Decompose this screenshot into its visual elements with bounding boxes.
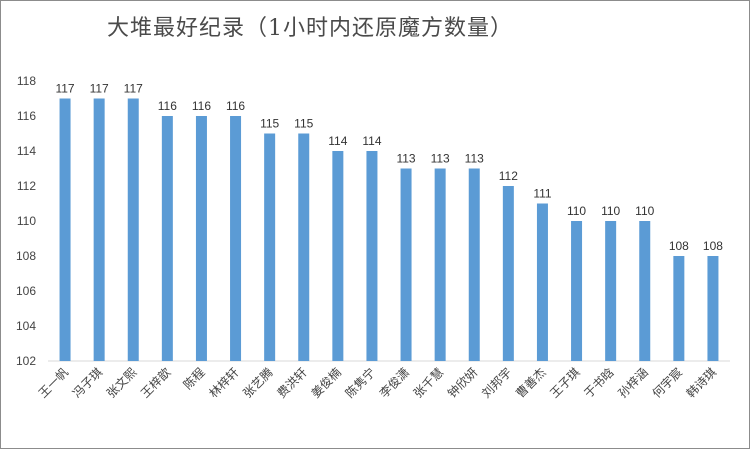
bar	[673, 256, 685, 361]
data-label: 117	[124, 82, 143, 96]
x-category-label: 何宇宸	[649, 365, 685, 401]
x-category-label: 刘邦宇	[479, 365, 514, 400]
data-label: 115	[294, 117, 313, 131]
y-tick-label: 114	[17, 144, 36, 158]
data-label: 115	[260, 117, 279, 131]
bar	[707, 256, 719, 361]
data-label: 116	[226, 99, 245, 113]
x-category-label: 曹善杰	[512, 365, 548, 401]
data-label: 116	[192, 99, 211, 113]
x-category-label: 冯子琪	[70, 365, 105, 400]
bar	[502, 186, 514, 361]
data-label: 111	[533, 187, 552, 201]
bar	[366, 151, 378, 361]
bar	[468, 168, 480, 361]
data-label: 112	[499, 169, 518, 183]
chart-title: 大堆最好纪录（1小时内还原魔方数量）	[107, 16, 513, 41]
y-tick-label: 112	[17, 179, 36, 193]
data-labels: 117 117 117 116 116 116 115 115 114 114 113 113 113 1…	[55, 82, 723, 254]
y-tick-label: 106	[16, 284, 36, 298]
x-category-label: 费洪轩	[275, 365, 310, 400]
x-category-label: 孙梓涵	[615, 365, 651, 401]
bar	[230, 116, 242, 361]
bar	[93, 98, 105, 361]
y-tick-label: 118	[17, 74, 36, 88]
data-label: 114	[328, 134, 347, 148]
data-label: 114	[362, 134, 381, 148]
bar	[127, 98, 139, 361]
bar	[536, 203, 548, 361]
bar	[161, 116, 173, 361]
data-label: 110	[601, 204, 620, 218]
x-category-label: 陈隽宁	[342, 365, 378, 401]
y-tick-label: 116	[17, 109, 36, 123]
x-category-label: 林梓轩	[206, 365, 242, 401]
data-label: 116	[158, 99, 177, 113]
x-category-label: 陈程	[180, 365, 208, 393]
x-category-label: 张文熙	[103, 365, 139, 401]
x-category-label: 张艺腾	[240, 365, 276, 401]
bar	[59, 98, 71, 361]
data-label: 117	[90, 82, 109, 96]
data-label: 113	[396, 152, 415, 166]
x-category-label: 王一帆	[35, 365, 71, 401]
data-label: 108	[703, 239, 723, 253]
bar	[605, 221, 617, 361]
y-tick-label: 108	[16, 249, 36, 263]
y-axis: 102 104 106 108 110 112 114 116 118	[16, 74, 36, 368]
x-category-label: 李俊潇	[376, 365, 412, 401]
x-category-label: 王梓歆	[137, 365, 173, 401]
bar	[195, 116, 207, 361]
y-tick-label: 110	[17, 214, 36, 228]
x-category-label: 韩诗琪	[683, 365, 719, 401]
data-label: 108	[669, 239, 689, 253]
x-category-label: 于书晗	[581, 365, 617, 401]
data-label: 113	[465, 152, 484, 166]
data-label: 110	[567, 204, 586, 218]
bar	[332, 151, 344, 361]
data-label: 117	[55, 82, 74, 96]
bar	[264, 133, 276, 361]
y-tick-label: 104	[16, 319, 36, 333]
data-label: 113	[431, 152, 450, 166]
bar	[298, 133, 310, 361]
bar	[571, 221, 583, 361]
bar	[639, 221, 651, 361]
x-category-label: 王子琪	[547, 365, 582, 400]
bar	[400, 168, 412, 361]
x-category-label: 姜俊楠	[308, 365, 344, 401]
x-category-label: 张千慧	[410, 365, 446, 401]
bars	[59, 98, 719, 361]
x-category-label: 钟欣妍	[444, 365, 480, 401]
data-label: 110	[635, 204, 654, 218]
bar	[434, 168, 446, 361]
y-tick-label: 102	[16, 354, 36, 368]
